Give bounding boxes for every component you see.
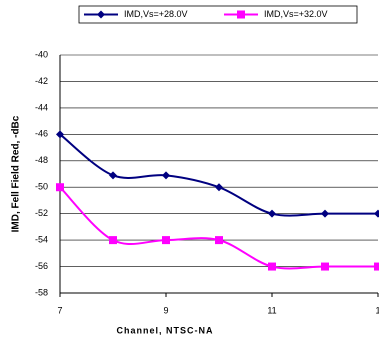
x-tick-label: 1: [375, 305, 379, 315]
x-axis-title: Channel, NTSC-NA: [117, 325, 214, 335]
marker: [56, 130, 64, 139]
series-line: [59, 133, 378, 217]
y-tick-label: -52: [35, 208, 48, 218]
marker: [237, 10, 245, 19]
x-tick-label: 9: [163, 305, 168, 315]
y-tick-label: -48: [35, 155, 48, 165]
marker: [374, 262, 379, 271]
legend-label: IMD,Vs=+28.0V: [124, 9, 188, 19]
y-tick-label: -44: [35, 102, 48, 112]
series-line: [59, 186, 378, 270]
y-tick-label: -54: [35, 234, 48, 244]
y-tick-label: -40: [35, 49, 48, 59]
marker: [321, 209, 329, 218]
marker: [109, 171, 117, 180]
legend-label: IMD,Vs=+32.0V: [264, 9, 328, 19]
y-tick-label: -46: [35, 129, 48, 139]
marker: [162, 171, 170, 180]
marker: [374, 209, 379, 218]
y-tick-label: -42: [35, 76, 48, 86]
marker: [215, 183, 223, 192]
marker: [56, 183, 64, 192]
marker: [162, 236, 170, 245]
marker: [268, 262, 276, 271]
legend-box: [78, 5, 358, 24]
marker: [268, 209, 276, 218]
y-tick-label: -50: [35, 182, 48, 192]
y-axis-title: IMD, Fell Field Red, -dBc: [11, 115, 22, 232]
x-tick-label: 11: [267, 305, 276, 315]
y-tick-label: -56: [35, 261, 48, 271]
marker: [109, 236, 117, 245]
y-tick-label: -58: [35, 287, 48, 297]
marker: [97, 10, 105, 19]
x-tick-label: 7: [57, 305, 62, 315]
marker: [321, 262, 329, 271]
marker: [215, 236, 223, 245]
